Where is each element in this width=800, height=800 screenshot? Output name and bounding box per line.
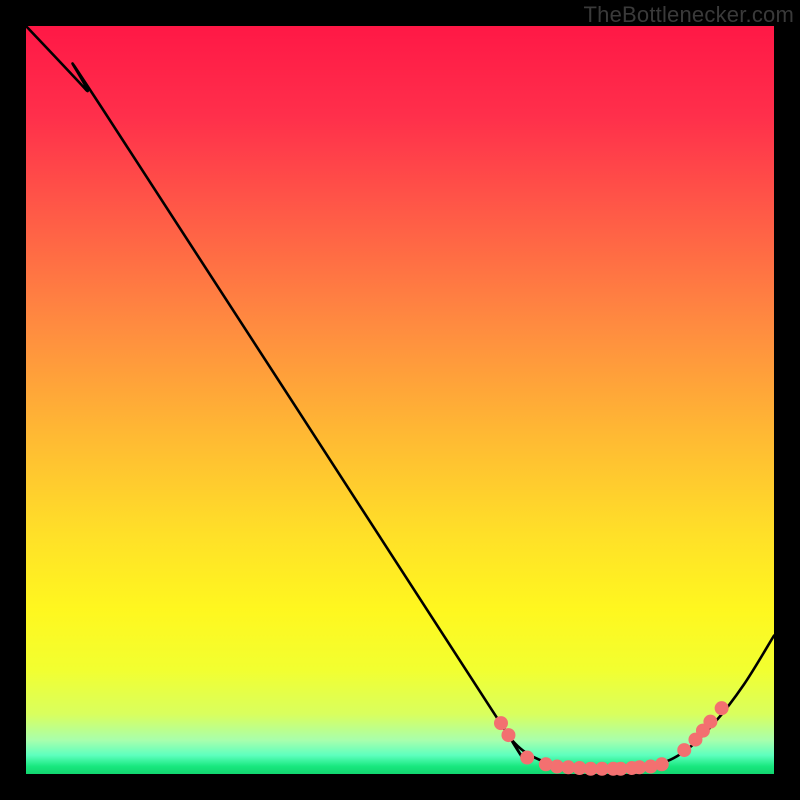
- chart-container: TheBottlenecker.com: [0, 0, 800, 800]
- highlight-marker: [655, 758, 668, 771]
- watermark-text: TheBottlenecker.com: [584, 2, 794, 28]
- highlight-marker: [715, 702, 728, 715]
- highlight-marker: [704, 715, 717, 728]
- highlight-marker: [521, 751, 534, 764]
- highlight-marker: [494, 717, 507, 730]
- highlight-marker: [678, 744, 691, 757]
- plot-background: [26, 26, 774, 774]
- bottleneck-chart: [0, 0, 800, 800]
- highlight-marker: [644, 760, 657, 773]
- highlight-marker: [539, 758, 552, 771]
- highlight-marker: [502, 729, 515, 742]
